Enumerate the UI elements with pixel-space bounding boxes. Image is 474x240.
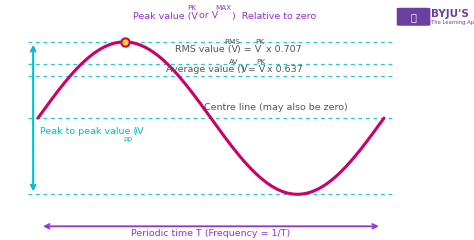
FancyBboxPatch shape bbox=[397, 8, 430, 26]
Text: Peak value (V: Peak value (V bbox=[133, 12, 198, 20]
Text: Centre line (may also be zero): Centre line (may also be zero) bbox=[204, 103, 347, 112]
Text: PK: PK bbox=[256, 59, 265, 65]
Text: MAX: MAX bbox=[216, 6, 232, 12]
Text: PK: PK bbox=[187, 6, 196, 12]
Text: ) = V: ) = V bbox=[238, 65, 265, 74]
Text: RMS value (V: RMS value (V bbox=[175, 45, 238, 54]
Text: ): ) bbox=[133, 127, 137, 136]
Text: PK: PK bbox=[255, 39, 264, 45]
Text: )  Relative to zero: ) Relative to zero bbox=[229, 12, 317, 20]
Text: AV: AV bbox=[229, 59, 239, 65]
Text: Periodic time T (Frequency = 1/T): Periodic time T (Frequency = 1/T) bbox=[131, 229, 291, 238]
Text: RMS: RMS bbox=[224, 39, 240, 45]
Text: Peak to peak value (V: Peak to peak value (V bbox=[40, 127, 144, 136]
Text: The Learning App: The Learning App bbox=[431, 20, 474, 25]
Text: or V: or V bbox=[196, 12, 218, 20]
Text: pp: pp bbox=[123, 136, 133, 142]
Text: ) = V: ) = V bbox=[237, 45, 262, 54]
Text: BYJU'S: BYJU'S bbox=[431, 9, 469, 19]
Text: Average value (V: Average value (V bbox=[166, 65, 247, 74]
Text: x 0.707: x 0.707 bbox=[263, 45, 301, 54]
Text: x 0.637: x 0.637 bbox=[264, 65, 303, 74]
Text: Ⓑ: Ⓑ bbox=[410, 12, 416, 22]
